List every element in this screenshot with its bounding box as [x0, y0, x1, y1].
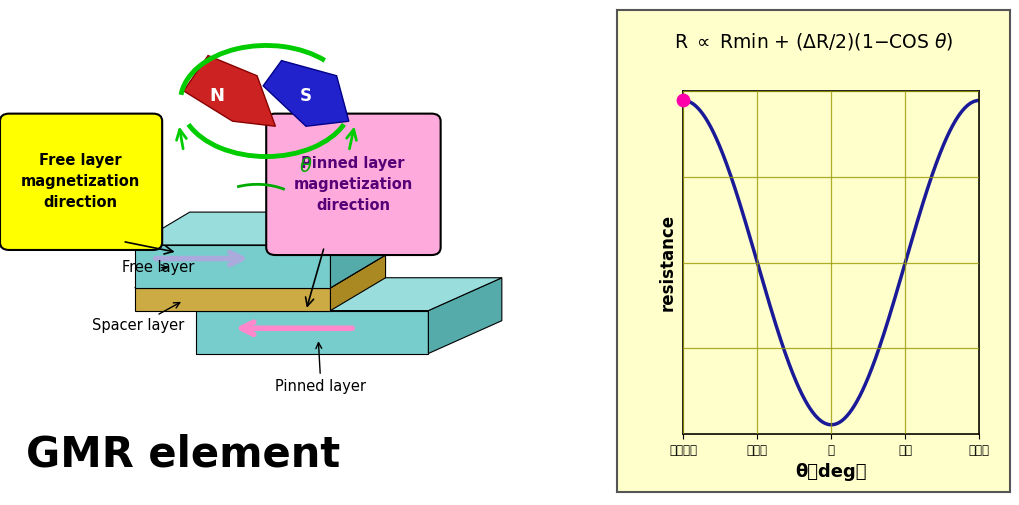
Polygon shape	[135, 288, 330, 311]
Text: S: S	[300, 87, 312, 105]
Text: Free layer: Free layer	[122, 260, 195, 275]
Polygon shape	[330, 212, 385, 288]
Text: Pinned layer: Pinned layer	[275, 343, 366, 394]
FancyBboxPatch shape	[266, 114, 440, 255]
Point	[675, 96, 691, 105]
Text: R $\propto$ Rmin + ($\Delta$R/2)(1$-$COS $\theta$): R $\propto$ Rmin + ($\Delta$R/2)(1$-$COS…	[673, 31, 953, 52]
Polygon shape	[135, 245, 330, 288]
Text: N: N	[210, 87, 224, 105]
Polygon shape	[135, 212, 385, 245]
Polygon shape	[263, 61, 348, 126]
Polygon shape	[196, 278, 501, 311]
Polygon shape	[196, 311, 428, 354]
Text: Free layer
magnetization
direction: Free layer magnetization direction	[21, 154, 141, 210]
Text: Spacer layer: Spacer layer	[92, 302, 183, 333]
Polygon shape	[135, 255, 385, 288]
FancyBboxPatch shape	[0, 114, 162, 250]
Polygon shape	[428, 278, 501, 353]
Polygon shape	[183, 56, 275, 126]
Text: GMR element: GMR element	[26, 433, 340, 476]
Y-axis label: resistance: resistance	[658, 214, 676, 311]
Polygon shape	[330, 255, 385, 311]
Text: Pinned layer
magnetization
direction: Pinned layer magnetization direction	[293, 156, 413, 213]
Text: θ: θ	[300, 157, 312, 176]
X-axis label: θ（deg）: θ（deg）	[795, 463, 866, 481]
